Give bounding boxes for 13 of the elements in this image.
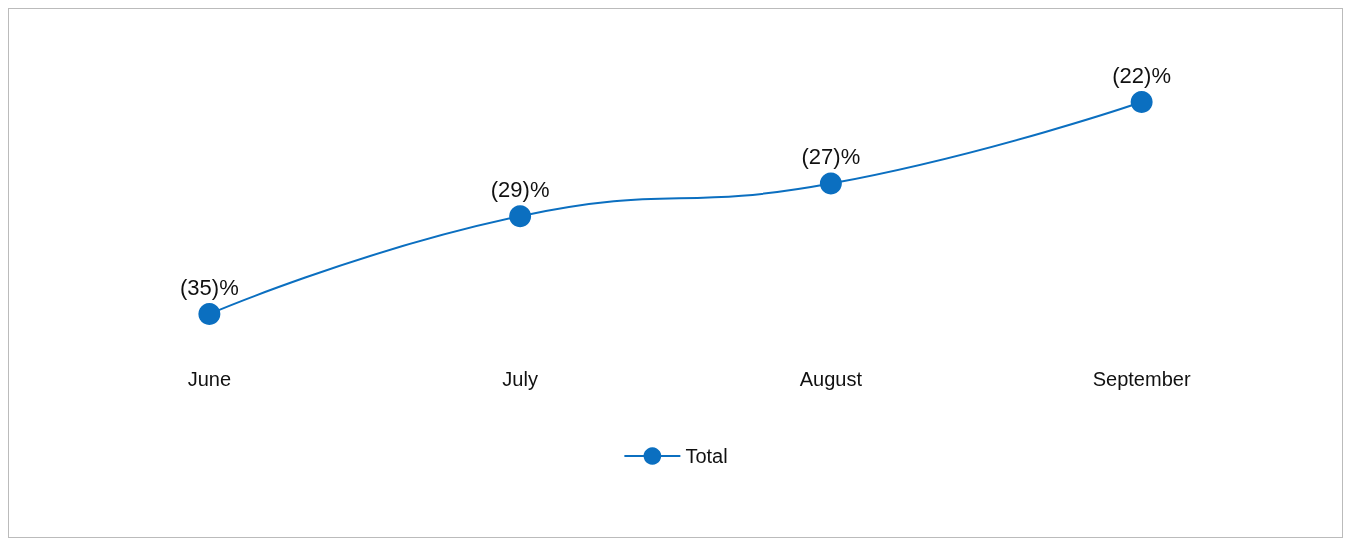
data-label: (22)% — [1112, 62, 1171, 88]
point — [509, 205, 532, 228]
x-tick-label: July — [502, 368, 538, 390]
point — [198, 303, 221, 325]
point — [819, 172, 842, 195]
data-label: (27)% — [801, 144, 861, 170]
x-tick-label: August — [799, 368, 863, 390]
legend-label: Total — [685, 445, 728, 467]
x-tick-label: June — [187, 368, 232, 390]
x-tick-label: September — [1092, 368, 1191, 390]
point — [1130, 91, 1153, 113]
data-label: (29)% — [490, 176, 550, 202]
data-label: (35)% — [180, 274, 239, 300]
